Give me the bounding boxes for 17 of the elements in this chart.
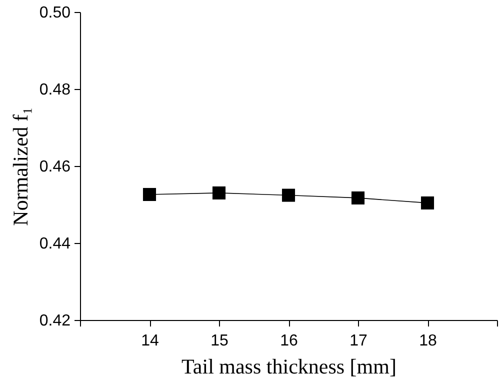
point: [212, 186, 226, 200]
point: [351, 191, 365, 204]
y-tick-label: 0.48: [39, 82, 71, 98]
point: [420, 196, 434, 210]
x-tick-label: 15: [210, 332, 228, 350]
y-tick-label: 0.42: [39, 312, 71, 330]
y-tick-label: 0.44: [39, 236, 71, 252]
y-axis-title: Normalized f₁: [8, 107, 32, 226]
x-tick-label: 17: [350, 332, 368, 350]
y-tick-label: 0.46: [39, 158, 71, 176]
y-tick-label: 0.50: [39, 4, 71, 22]
x-tick-label: 18: [419, 332, 437, 350]
x-axis-title: Tail mass thickness [mm]: [182, 354, 396, 378]
x-tick-label: 16: [280, 332, 298, 350]
x-tick-label: 14: [141, 332, 159, 350]
point: [282, 188, 296, 202]
point: [142, 188, 156, 202]
